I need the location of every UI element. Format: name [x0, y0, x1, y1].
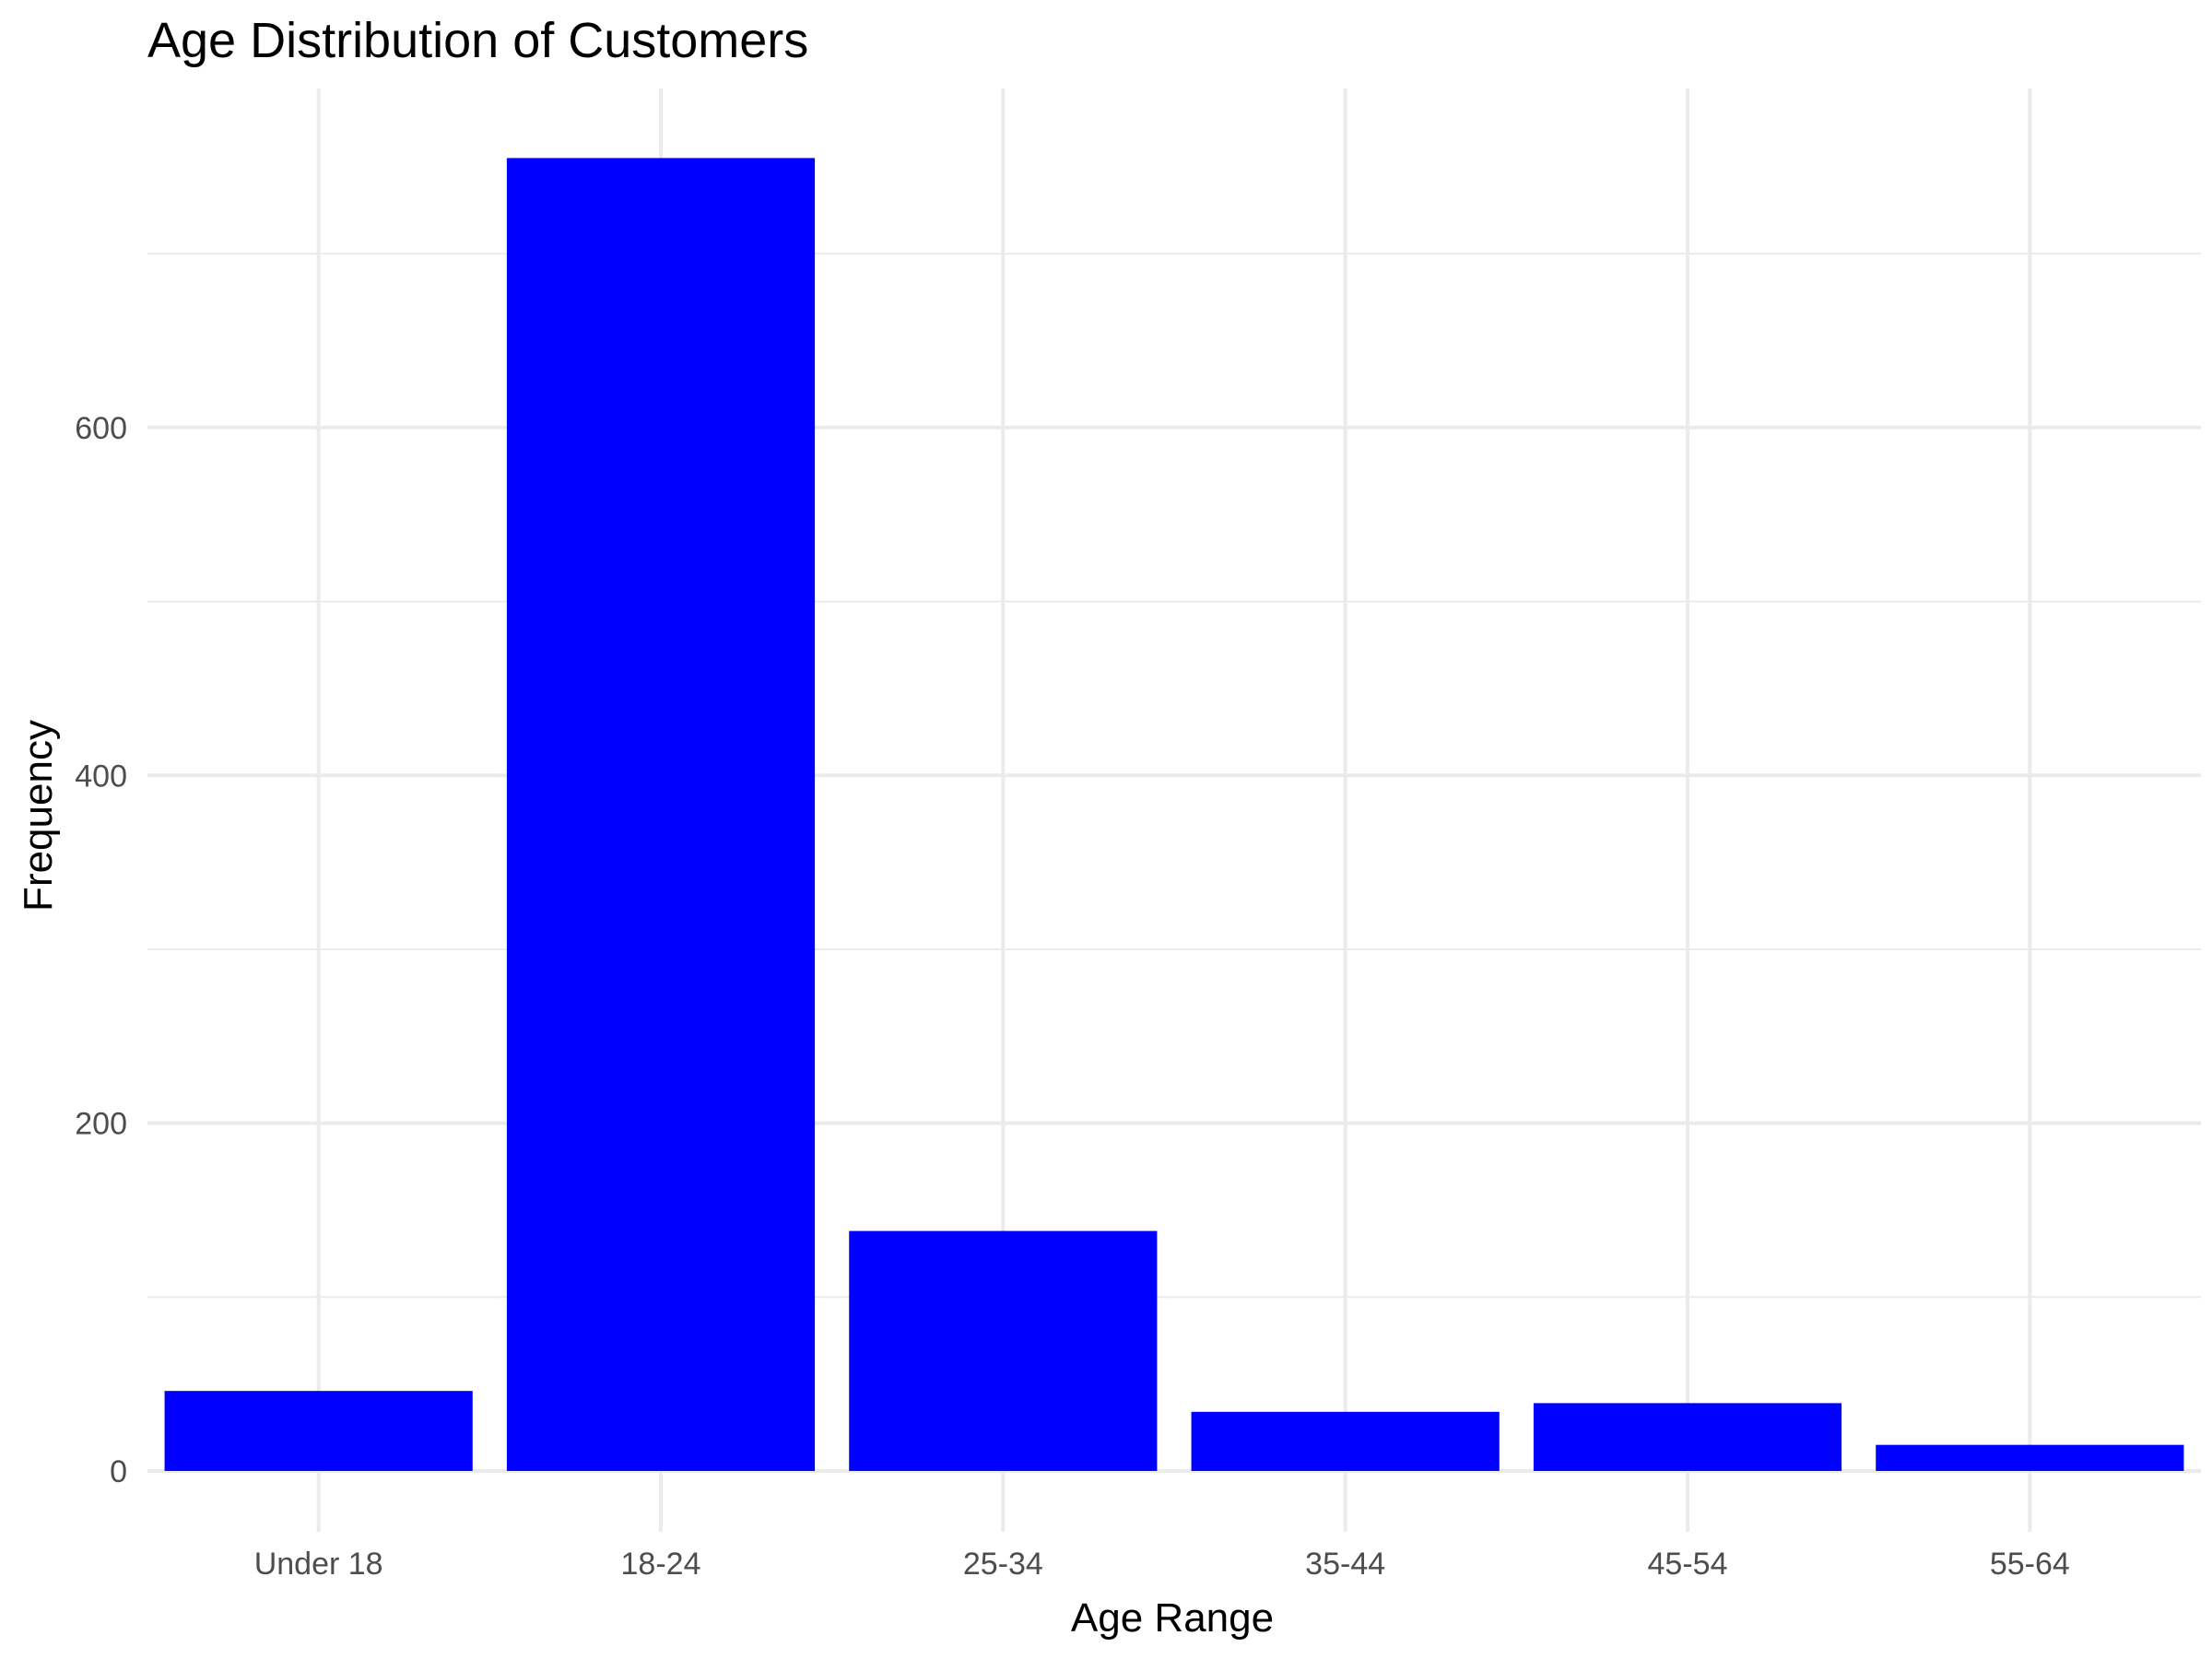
y-tick-label: 200 — [75, 1107, 127, 1142]
x-tick-label: Under 18 — [254, 1547, 383, 1582]
bar-under-18 — [164, 1391, 473, 1471]
bar-45-54 — [1533, 1403, 1842, 1471]
y-axis-title: Frequency — [16, 720, 61, 912]
bar-55-64 — [1876, 1444, 2184, 1471]
chart-title: Age Distribution of Customers — [147, 13, 808, 68]
bar-25-34 — [849, 1230, 1158, 1471]
y-tick-label: 600 — [75, 411, 127, 446]
bars — [164, 158, 2184, 1471]
bar-18-24 — [506, 158, 816, 1471]
x-axis-tick-labels: Under 18 18-24 25-34 35-44 45-54 55-64 — [254, 1547, 2070, 1582]
y-tick-label: 400 — [75, 759, 127, 794]
x-axis-title: Age Range — [1071, 1595, 1274, 1641]
x-tick-label: 35-44 — [1305, 1547, 1385, 1582]
bar-35-44 — [1191, 1411, 1500, 1471]
grid-lines — [147, 88, 2201, 1532]
x-tick-label: 18-24 — [621, 1547, 701, 1582]
x-tick-label: 25-34 — [963, 1547, 1043, 1582]
x-tick-label: 55-64 — [1990, 1547, 2070, 1582]
x-tick-label: 45-54 — [1648, 1547, 1728, 1582]
y-axis-tick-labels: 0 200 400 600 — [75, 411, 127, 1489]
y-tick-label: 0 — [110, 1454, 127, 1489]
